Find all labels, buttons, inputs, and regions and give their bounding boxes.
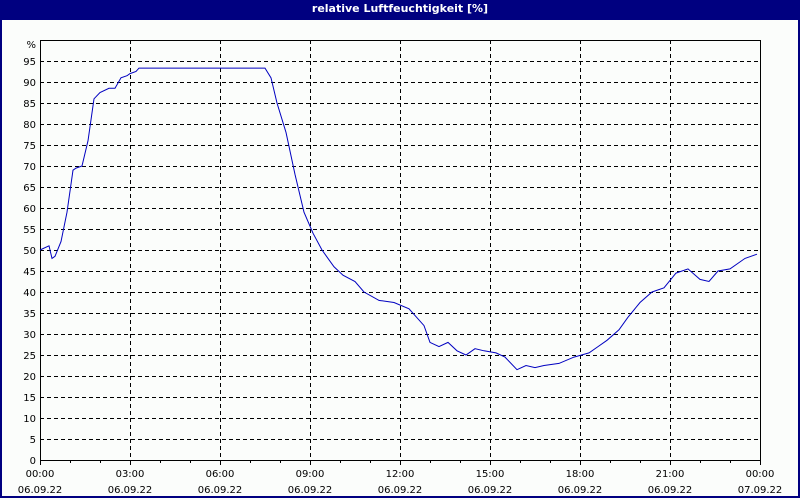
y-tick-label: 45 bbox=[23, 267, 36, 278]
y-tick-label: 70 bbox=[23, 162, 36, 173]
x-tick-time: 06:00 bbox=[206, 469, 235, 480]
axes bbox=[40, 40, 761, 465]
x-tick-time: 00:00 bbox=[746, 469, 775, 480]
y-tick-label: 75 bbox=[23, 141, 36, 152]
y-tick-label: 0 bbox=[30, 456, 36, 467]
y-tick-label: 25 bbox=[23, 351, 36, 362]
humidity-line bbox=[39, 67, 758, 371]
y-tick-label: 30 bbox=[23, 330, 36, 341]
x-tick-time: 09:00 bbox=[296, 469, 325, 480]
y-tick-label: 50 bbox=[23, 246, 36, 257]
x-axis-labels: 00:00 06.09.22 03:00 06.09.22 06:00 06.09.22 0… bbox=[18, 469, 783, 496]
x-tick-date: 07.09.22 bbox=[738, 485, 783, 496]
x-tick-time: 18:00 bbox=[566, 469, 595, 480]
x-tick-date: 06.09.22 bbox=[108, 485, 153, 496]
x-tick-time: 21:00 bbox=[656, 469, 685, 480]
x-tick-time: 03:00 bbox=[116, 469, 145, 480]
y-tick-label: 60 bbox=[23, 204, 36, 215]
x-tick-date: 06.09.22 bbox=[18, 485, 63, 496]
y-tick-label: 80 bbox=[23, 120, 36, 131]
x-tick-date: 06.09.22 bbox=[648, 485, 693, 496]
x-tick-date: 06.09.22 bbox=[558, 485, 603, 496]
x-tick-date: 06.09.22 bbox=[468, 485, 513, 496]
y-tick-label: 40 bbox=[23, 288, 36, 299]
y-axis-labels: 0 5 10 15 20 25 30 35 40 45 50 55 60 65 70 75 80 85 90 95% bbox=[23, 40, 36, 467]
x-tick-time: 12:00 bbox=[386, 469, 415, 480]
x-tick-date: 06.09.22 bbox=[288, 485, 333, 496]
x-tick-date: 06.09.22 bbox=[378, 485, 423, 496]
y-tick-label: 10 bbox=[23, 414, 36, 425]
y-tick-label: 35 bbox=[23, 309, 36, 320]
y-tick-label: 55 bbox=[23, 225, 36, 236]
x-tick-time: 15:00 bbox=[476, 469, 505, 480]
grid-lines bbox=[40, 40, 760, 460]
x-tick-date: 06.09.22 bbox=[198, 485, 243, 496]
chart-title: relative Luftfeuchtigkeit [%] bbox=[0, 0, 800, 20]
y-tick-label: 85 bbox=[23, 99, 36, 110]
y-tick-label: 65 bbox=[23, 183, 36, 194]
y-tick-label: 95 bbox=[23, 57, 36, 68]
x-tick-time: 00:00 bbox=[26, 469, 55, 480]
y-tick-label: 90 bbox=[23, 78, 36, 89]
y-tick-label: 15 bbox=[23, 393, 36, 404]
y-tick-label: 5 bbox=[30, 435, 36, 446]
y-tick-label: 20 bbox=[23, 372, 36, 383]
y-unit-label: % bbox=[26, 40, 36, 51]
